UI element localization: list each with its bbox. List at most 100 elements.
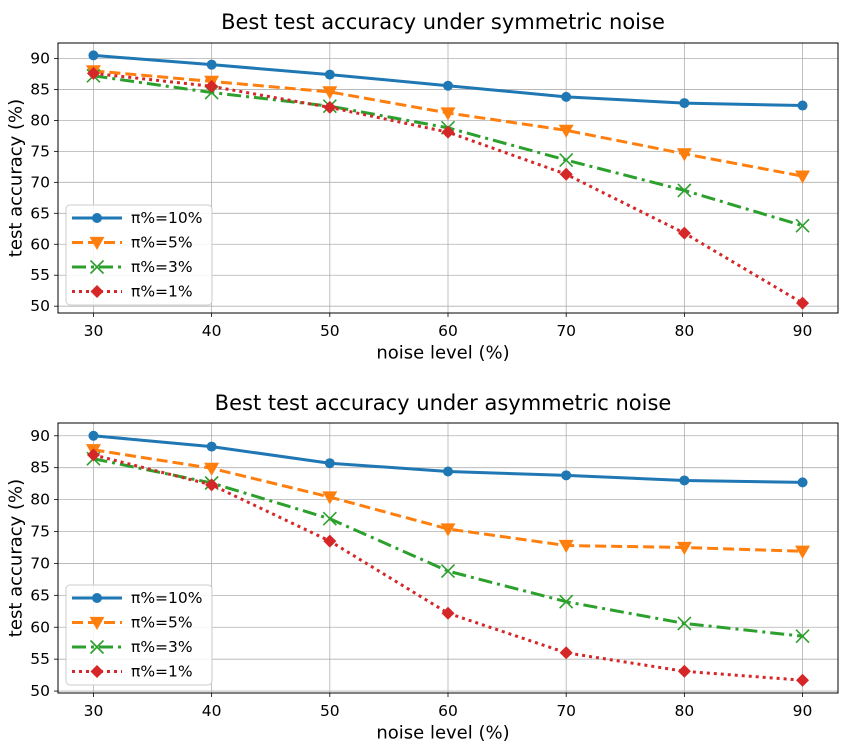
y-tick-label: 75: [30, 142, 50, 160]
y-tick-label: 50: [30, 297, 50, 315]
y-tick-label: 60: [30, 618, 50, 636]
y-tick-label: 85: [30, 80, 50, 98]
legend-marker: [92, 593, 102, 603]
legend-label: π%=10%: [131, 589, 203, 607]
data-point: [86, 66, 100, 80]
data-point: [561, 470, 572, 481]
legend-label: π%=1%: [131, 283, 193, 301]
y-tick-label: 80: [30, 111, 50, 129]
x-tick-label: 40: [202, 702, 222, 720]
chart-title: Best test accuracy under asymmetric nois…: [215, 391, 672, 415]
x-tick-label: 60: [438, 702, 458, 720]
y-tick-label: 50: [30, 682, 50, 700]
data-point: [440, 523, 456, 537]
data-point: [322, 86, 338, 100]
x-tick-label: 50: [320, 322, 340, 340]
series-4: [86, 448, 810, 687]
y-tick-label: 90: [30, 49, 50, 67]
x-tick-label: 90: [793, 702, 813, 720]
data-point: [797, 100, 808, 111]
data-point: [323, 100, 337, 114]
data-point: [206, 59, 217, 70]
data-point: [561, 91, 572, 102]
data-point: [677, 664, 691, 678]
y-axis-label: test accuracy (%): [6, 479, 27, 637]
legend: π%=10% π%=5% π%=3% π%=1%: [65, 204, 213, 306]
y-tick-label: 70: [30, 554, 50, 572]
series-4: [86, 66, 810, 310]
data-point: [440, 107, 456, 121]
data-point: [205, 478, 219, 492]
y-tick-label: 85: [30, 459, 50, 477]
legend-label: π%=3%: [131, 638, 193, 656]
chart-panel-1: Best test accuracy under symmetric noise…: [6, 10, 839, 364]
series-1: [88, 50, 808, 111]
data-point: [795, 545, 811, 559]
data-point: [795, 629, 810, 644]
data-point: [558, 124, 574, 138]
data-point: [88, 50, 99, 61]
data-point: [559, 646, 573, 660]
legend-box: [65, 204, 213, 306]
legend-item: π%=3%: [72, 258, 193, 276]
x-tick-label: 90: [793, 322, 813, 340]
legend-marker: [89, 259, 105, 275]
data-point: [559, 594, 574, 609]
data-point: [795, 170, 811, 184]
y-tick-label: 65: [30, 204, 50, 222]
legend-label: π%=10%: [131, 209, 203, 227]
data-point: [440, 564, 456, 579]
data-point: [797, 477, 808, 488]
data-point: [324, 458, 335, 469]
legend-marker: [89, 639, 105, 655]
y-tick-label: 60: [30, 235, 50, 253]
series-1: [88, 430, 808, 488]
data-point: [322, 511, 337, 526]
series-2: [85, 444, 811, 559]
legend-marker: [92, 213, 102, 223]
data-point: [558, 539, 574, 554]
legend-item: π%=1%: [72, 663, 193, 681]
x-axis-label: noise level (%): [376, 343, 509, 364]
data-point: [676, 541, 692, 555]
x-tick-label: 70: [556, 322, 576, 340]
data-point: [206, 441, 217, 452]
data-point: [559, 152, 574, 168]
x-tick-label: 40: [202, 322, 222, 340]
legend-box: [65, 584, 213, 686]
data-point: [677, 183, 692, 198]
legend-marker: [89, 616, 105, 630]
y-tick-label: 55: [30, 266, 50, 284]
x-tick-label: 50: [320, 702, 340, 720]
legend-label: π%=5%: [131, 234, 193, 252]
data-point: [441, 606, 455, 620]
data-point: [443, 80, 453, 91]
data-point: [679, 98, 690, 109]
data-point: [204, 462, 220, 476]
x-tick-label: 70: [556, 702, 576, 720]
legend-marker: [90, 665, 104, 678]
legend-marker: [90, 285, 104, 298]
data-point: [796, 296, 810, 310]
data-point: [679, 475, 690, 486]
x-tick-label: 80: [674, 702, 694, 720]
legend-item: π%=10%: [72, 209, 203, 227]
chart-panel-2: Best test accuracy under asymmetric nois…: [6, 391, 839, 744]
data-point: [677, 226, 691, 240]
y-axis-label: test accuracy (%): [6, 99, 27, 257]
y-tick-label: 90: [30, 427, 50, 445]
legend: π%=10% π%=5% π%=3% π%=1%: [65, 584, 213, 686]
legend-marker: [89, 236, 105, 250]
legend-label: π%=3%: [131, 258, 193, 276]
x-axis-label: noise level (%): [376, 723, 509, 744]
data-point: [559, 167, 573, 181]
plot-frame: [57, 422, 839, 694]
x-tick-label: 80: [674, 322, 694, 340]
legend-label: π%=1%: [131, 663, 193, 681]
data-point: [205, 79, 219, 93]
y-tick-label: 80: [30, 491, 50, 509]
legend-item: π%=1%: [72, 283, 193, 301]
x-tick-label: 30: [84, 322, 104, 340]
legend-label: π%=5%: [131, 614, 193, 632]
